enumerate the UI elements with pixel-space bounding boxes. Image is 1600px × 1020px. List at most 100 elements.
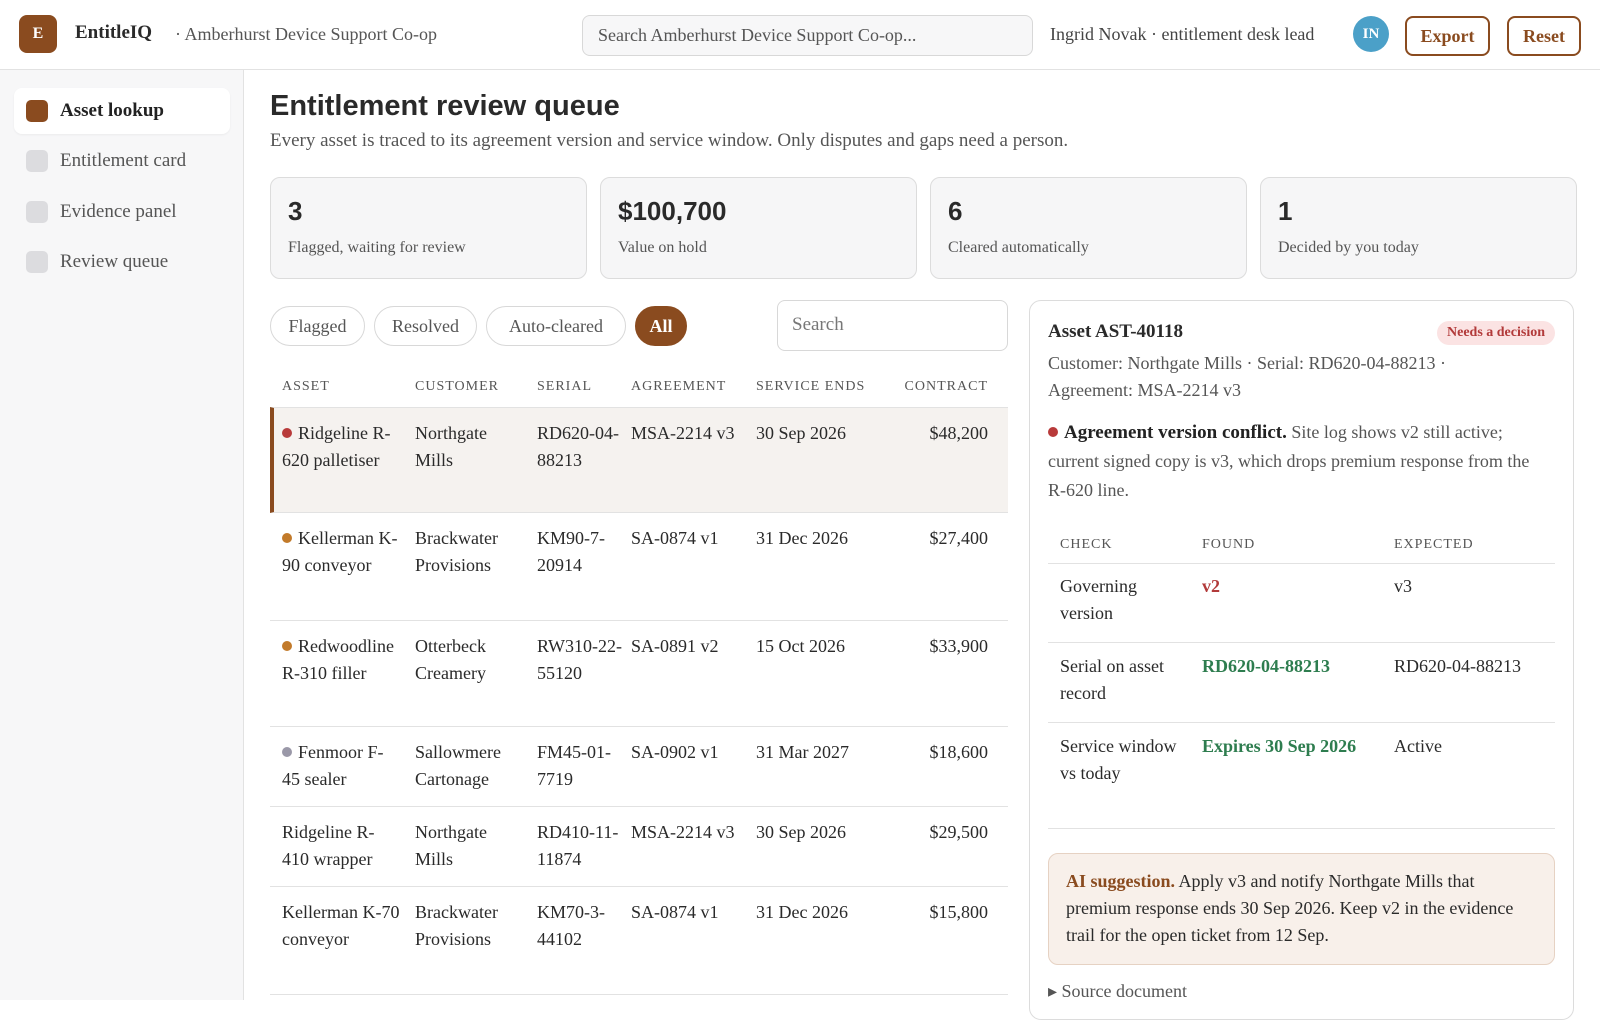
column-header: CHECK [1060, 537, 1113, 552]
table-row[interactable]: Kellerman K-70 conveyor Brackwater Provis… [270, 887, 1008, 995]
cell: SA-0891 v2 [631, 633, 743, 660]
column-header: AGREEMENT [631, 379, 727, 394]
status-dot [282, 428, 292, 438]
cell: KM70-3-44102 [537, 899, 623, 953]
cell-text: SA-0874 v1 [631, 528, 719, 548]
export-button[interactable]: Export [1405, 16, 1490, 56]
check-expected: v3 [1394, 576, 1412, 596]
nav-label: Entitlement card [60, 150, 187, 171]
cell-text: Ridgeline R-410 wrapper [282, 822, 375, 869]
check-found: v2 [1202, 576, 1220, 596]
cell: Northgate Mills [415, 819, 527, 873]
nav-icon [26, 150, 48, 172]
table-row[interactable]: Fenmoor F-45 sealer Sallowmere Cartonage F… [270, 727, 1008, 807]
cell: KM90-7-20914 [537, 525, 623, 579]
cell-text: Sallowmere Cartonage [415, 742, 501, 789]
table-row[interactable]: Kellerman K-90 conveyor Brackwater Provis… [270, 513, 1008, 621]
check-row: Governing version v2 v3 [1048, 563, 1555, 643]
cell: Kellerman K-90 conveyor [282, 525, 400, 579]
cell-text: RD410-11-11874 [537, 822, 619, 869]
cell-text: KM70-3-44102 [537, 902, 605, 949]
stat-label: Flagged, waiting for review [288, 239, 466, 256]
global-search[interactable]: Search Amberhurst Device Support Co-op..… [582, 15, 1033, 56]
cell: RD410-11-11874 [537, 819, 623, 873]
divider [1048, 563, 1555, 564]
cell: Ridgeline R-620 palletiser [282, 420, 400, 474]
cell-text: 30 Sep 2026 [756, 423, 846, 443]
cell-text: Ridgeline R-620 palletiser [282, 423, 391, 470]
filter-pill[interactable]: Auto-cleared [486, 306, 626, 346]
filter-pill[interactable]: Flagged [270, 306, 365, 346]
nav-item[interactable]: Evidence panel [14, 189, 230, 235]
check-found: Expires 30 Sep 2026 [1202, 736, 1357, 756]
cell: Sallowmere Cartonage [415, 739, 527, 793]
cell: MSA-2214 v3 [631, 420, 743, 447]
cell-text: Redwoodline R-310 filler [282, 636, 394, 683]
column-header: EXPECTED [1394, 537, 1474, 552]
cell: $48,200 [930, 420, 989, 447]
cell: Brackwater Provisions [415, 899, 527, 953]
stat-card: $100,700 Value on hold [600, 177, 917, 279]
cell-text: MSA-2214 v3 [631, 423, 735, 443]
header: E EntitleIQ · Amberhurst Device Support … [0, 0, 1600, 70]
cell: Fenmoor F-45 sealer [282, 739, 400, 793]
cell: SA-0874 v1 [631, 899, 743, 926]
table-search[interactable]: Search [777, 300, 1008, 351]
filter-pill[interactable]: All [635, 306, 687, 346]
filter-pill[interactable]: Resolved [374, 306, 477, 346]
detail-meta: Customer: Northgate Mills · Serial: RD62… [1048, 353, 1446, 400]
table-row[interactable]: Ridgeline R-410 wrapper Northgate Mills RD… [270, 807, 1008, 887]
alert-title: Agreement version conflict. [1064, 422, 1287, 443]
nav-item[interactable]: Asset lookup [14, 88, 230, 134]
cell-text: $18,600 [929, 742, 989, 762]
ai-text: Apply v3 and notify Northgate Mills that… [1066, 871, 1514, 945]
cell: SA-0874 v1 [631, 525, 743, 552]
reset-button[interactable]: Reset [1507, 16, 1581, 56]
cell-text: 31 Dec 2026 [756, 902, 848, 922]
check-name: Serial on asset record [1060, 656, 1164, 703]
cell: $29,500 [930, 819, 989, 846]
source-toggle[interactable]: ▸ Source document [1048, 981, 1188, 1001]
cell: RW310-22-55120 [537, 633, 623, 687]
cell: Redwoodline R-310 filler [282, 633, 400, 687]
cell-text: SA-0874 v1 [631, 902, 719, 922]
stat-value: 3 [288, 196, 303, 226]
avatar[interactable]: IN [1353, 16, 1389, 52]
check-found: RD620-04-88213 [1202, 656, 1330, 676]
cell-text: $33,900 [929, 636, 989, 656]
stat-value: 1 [1278, 196, 1293, 226]
column-header: FOUND [1202, 537, 1256, 552]
cell: Brackwater Provisions [415, 525, 527, 579]
stat-value: $100,700 [618, 196, 727, 226]
cell: 30 Sep 2026 [756, 819, 886, 846]
stat-card: 3 Flagged, waiting for review [270, 177, 587, 279]
check-row: Service window vs today Expires 30 Sep 20… [1048, 723, 1555, 829]
stat-value: 6 [948, 196, 963, 226]
stat-label: Value on hold [618, 239, 707, 256]
detail-panel: Asset AST-40118 Needs a decision Custome… [1029, 300, 1574, 1020]
check-expected: Active [1394, 736, 1442, 756]
table-row[interactable]: Redwoodline R-310 filler Otterbeck Creame… [270, 621, 1008, 727]
ai-suggestion: AI suggestion. Apply v3 and notify North… [1048, 853, 1555, 965]
cell-text: KM90-7-20914 [537, 528, 605, 575]
cell: Otterbeck Creamery [415, 633, 527, 687]
cell: $33,900 [930, 633, 989, 660]
nav-label: Review queue [60, 251, 169, 272]
app-name: EntitleIQ [75, 22, 153, 43]
cell-text: RW310-22-55120 [537, 636, 622, 683]
nav-icon [26, 100, 48, 122]
cell-text: Brackwater Provisions [415, 528, 498, 575]
logo: E [19, 15, 57, 53]
nav-item[interactable]: Entitlement card [14, 138, 230, 184]
stat-card: 1 Decided by you today [1260, 177, 1577, 279]
status-dot [282, 641, 292, 651]
nav-item[interactable]: Review queue [14, 239, 230, 285]
cell-text: SA-0902 v1 [631, 742, 719, 762]
cell-text: Kellerman K-70 conveyor [282, 902, 400, 949]
check-name: Service window vs today [1060, 736, 1177, 783]
table-row[interactable]: Ridgeline R-620 palletiser Northgate Mill… [270, 407, 1008, 513]
stat-label: Cleared automatically [948, 239, 1089, 256]
check-row: Serial on asset record RD620-04-88213 RD62… [1048, 643, 1555, 723]
cell: 31 Dec 2026 [756, 899, 886, 926]
column-header: CONTRACT [904, 379, 988, 394]
